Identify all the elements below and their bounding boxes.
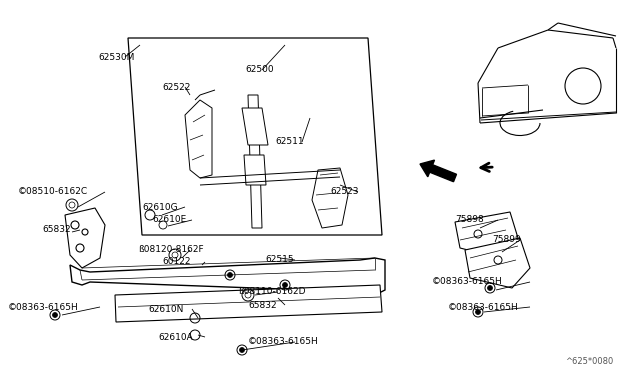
Text: ß08120-8162F: ß08120-8162F	[138, 246, 204, 254]
Text: 62500: 62500	[245, 65, 274, 74]
Text: 62515: 62515	[265, 256, 294, 264]
Circle shape	[488, 285, 493, 291]
Text: 75898: 75898	[455, 215, 484, 224]
Polygon shape	[128, 38, 382, 235]
Text: 62610E: 62610E	[152, 215, 186, 224]
Circle shape	[239, 347, 244, 353]
Polygon shape	[312, 168, 348, 228]
Text: 60122: 60122	[162, 257, 191, 266]
Polygon shape	[465, 238, 530, 288]
Circle shape	[52, 312, 58, 317]
Text: ©08363-6165H: ©08363-6165H	[432, 278, 503, 286]
Polygon shape	[244, 155, 266, 185]
Text: 62610A: 62610A	[158, 333, 193, 341]
Circle shape	[282, 282, 287, 288]
Text: ©08363-6165H: ©08363-6165H	[248, 337, 319, 346]
FancyArrow shape	[420, 160, 456, 182]
Text: 65832: 65832	[42, 225, 70, 234]
Text: 62523: 62523	[330, 187, 358, 196]
Polygon shape	[242, 108, 268, 145]
Text: ©08510-6162C: ©08510-6162C	[18, 187, 88, 196]
Polygon shape	[65, 208, 105, 268]
Text: 75899: 75899	[492, 235, 521, 244]
Text: ^625*0080: ^625*0080	[565, 357, 613, 366]
Text: 62610G: 62610G	[142, 202, 178, 212]
Text: ß08110-6162D: ß08110-6162D	[238, 288, 305, 296]
Circle shape	[565, 68, 601, 104]
Polygon shape	[248, 95, 262, 228]
Polygon shape	[115, 285, 382, 322]
Polygon shape	[455, 212, 518, 258]
Text: 62522: 62522	[162, 83, 190, 92]
Text: 62511: 62511	[275, 138, 303, 147]
Text: ©08363-6165H: ©08363-6165H	[448, 302, 519, 311]
Text: 62530M: 62530M	[98, 52, 134, 61]
Circle shape	[227, 273, 232, 278]
Polygon shape	[185, 100, 212, 178]
Polygon shape	[70, 258, 385, 295]
Text: ©08363-6165H: ©08363-6165H	[8, 302, 79, 311]
Text: 62610N: 62610N	[148, 305, 184, 314]
Text: 65832: 65832	[248, 301, 276, 310]
Circle shape	[476, 310, 481, 314]
